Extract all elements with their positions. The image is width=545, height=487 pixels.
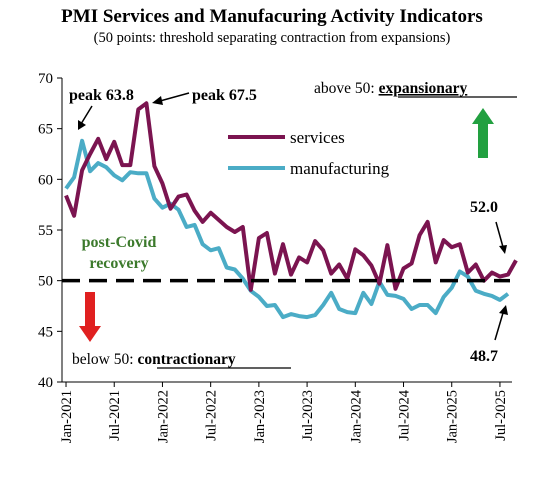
x-tick-label: Jul-2025 (493, 390, 509, 441)
label-peak-services: peak 63.8 (69, 87, 134, 104)
chart-title: PMI Services and Manufacuring Activity I… (61, 6, 483, 27)
label-recovery-line2: recovery (89, 255, 148, 272)
x-tick-label: Jan-2022 (155, 390, 171, 443)
legend-label-services: services (290, 128, 345, 147)
down-arrow-icon (79, 292, 101, 342)
x-tick-label: Jan-2025 (445, 390, 461, 443)
label-last-services: 52.0 (470, 199, 498, 216)
x-tick-label: Jan-2021 (59, 390, 75, 443)
arrow-last-manufacturing (494, 312, 504, 341)
y-tick-label: 40 (38, 375, 53, 391)
arrow-peak-services (80, 105, 93, 125)
label-above: above 50: expansionary (314, 80, 468, 97)
annotations: peak 63.8 peak 67.5 above 50: expansiona… (69, 80, 517, 369)
arrow-last-services (495, 221, 504, 248)
label-peak-services-high: peak 67.5 (192, 87, 257, 104)
legend: services manufacturing (228, 128, 390, 178)
series-line-services (64, 101, 518, 292)
arrowhead-peak-services (78, 120, 86, 130)
y-tick-label: 65 (38, 122, 53, 138)
x-tick-label: Jul-2022 (204, 390, 220, 441)
x-tick-label: Jul-2023 (300, 390, 316, 441)
arrowhead-peak-high (152, 96, 163, 105)
label-below: below 50: contractionary (72, 351, 236, 368)
legend-label-manufacturing: manufacturing (290, 159, 390, 178)
x-ticks: Jan-2021 Jul-2021 Jan-2022 Jul-2022 Jan-2023… (59, 382, 509, 443)
y-ticks: 40 45 50 55 60 65 70 (38, 71, 62, 391)
up-arrow-icon (472, 108, 494, 158)
label-recovery-line1: post-Covid (82, 234, 157, 251)
x-tick-label: Jul-2024 (397, 389, 413, 441)
arrow-peak-high (159, 92, 190, 102)
chart-subtitle: (50 points: threshold separating contrac… (94, 30, 451, 46)
arrowhead-last-manufacturing (499, 305, 508, 315)
label-last-manufacturing: 48.7 (470, 348, 498, 365)
y-tick-label: 50 (38, 274, 53, 290)
y-tick-label: 55 (38, 223, 53, 239)
series-line-manufacturing (64, 138, 510, 320)
arrowhead-last-services (499, 245, 507, 254)
y-tick-label: 70 (38, 71, 53, 87)
x-tick-label: Jan-2023 (252, 390, 268, 443)
x-tick-label: Jan-2024 (348, 389, 364, 443)
y-tick-label: 45 (38, 324, 53, 340)
y-tick-label: 60 (38, 172, 53, 188)
x-tick-label: Jul-2021 (107, 390, 123, 441)
